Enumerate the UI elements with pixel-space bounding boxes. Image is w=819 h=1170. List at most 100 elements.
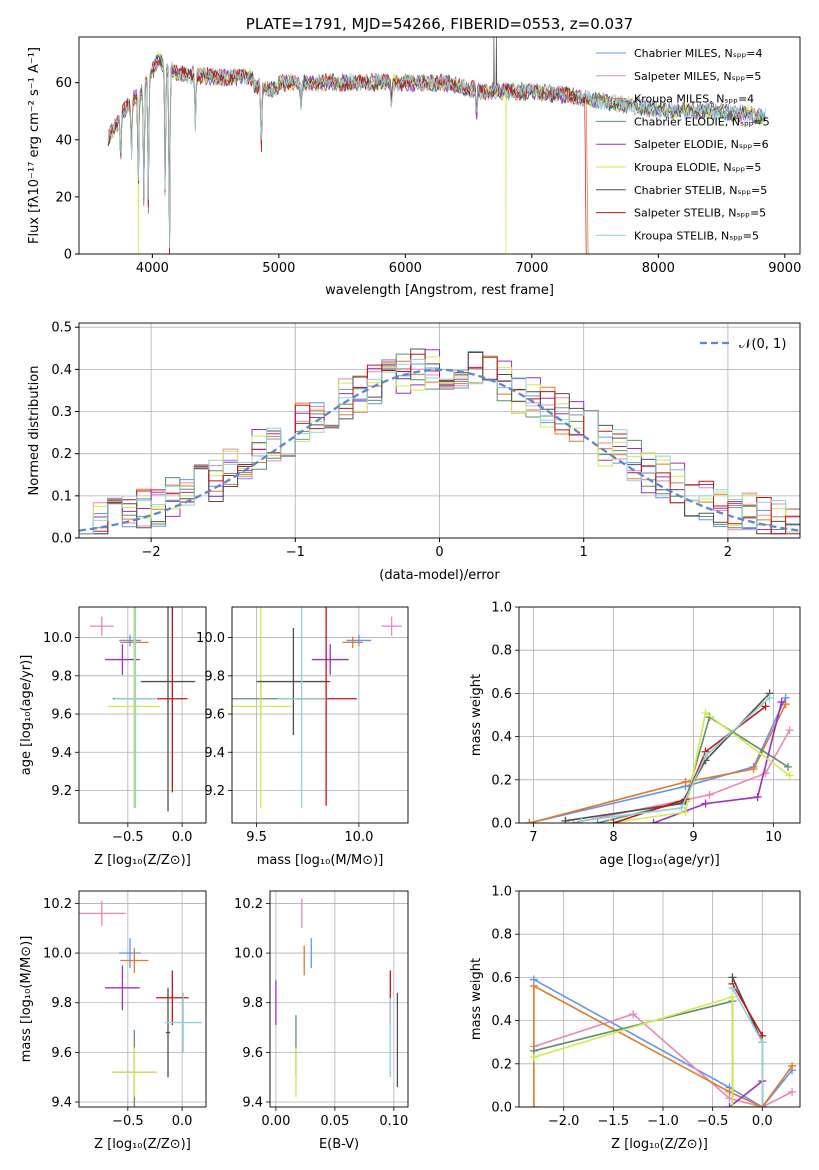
y-tick-label: 0.8 [491,928,512,943]
y-tick-label: 40 [55,133,72,148]
weight-line-9 [581,697,771,822]
weight-marker-3 [781,700,790,709]
y-tick-label: 0.6 [491,971,512,986]
mass-age-points [232,607,402,808]
x-tick-label: 0.0 [172,830,193,845]
weight-marker-4 [783,762,792,771]
weight-marker-3 [525,819,534,823]
residual-ylabel: Normed distribution [27,366,42,496]
weight-line-8 [731,983,764,1107]
y-tick-label: 0.4 [491,730,512,745]
x-tick-label: 9000 [768,261,801,276]
y-tick-label: 10.2 [234,897,263,912]
x-tick-label: −2 [142,545,161,560]
x-tick-label: 5000 [262,261,295,276]
spectrum-ylabel: Flux [fλ10⁻¹⁷ erg cm⁻² s⁻¹ A⁻¹] [27,47,42,244]
legend-label: Chabrier ELODIE, Nₛₚₚ=5 [634,115,770,128]
y-tick-label: 9.6 [51,1046,72,1061]
y-tick-label: 9.6 [51,708,72,723]
x-tick-label: 9 [689,830,697,845]
weight-marker-3 [788,1061,797,1070]
legend-label: Kroupa ELODIE, Nₛₚₚ=5 [634,161,761,174]
z-weight-panel: −2.0 −1.5 −1.0 −0.5 0.0 0.0 0.2 0.4 0.6 0.8 1.0 Z [… [469,885,801,1152]
axes-frame [78,322,801,539]
y-tick-label: 9.8 [51,996,72,1011]
y-tick-label: 0.0 [491,817,512,832]
y-tick-label: 9.6 [204,708,225,723]
weight-line-6 [609,711,791,823]
residual-panel: −2 −1 0 1 2 0.0 0.1 0.2 0.3 0.4 0.5 (data-model)/er… [27,321,801,583]
y-tick-label: 0.6 [491,687,512,702]
y-tick-label: 1.0 [491,601,512,616]
x-tick-label: 1 [580,545,588,560]
x-tick-label: −0.5 [112,1114,144,1129]
ebv-mass-xlabel: E(B-V) [319,1137,359,1152]
x-tick-label: −1.5 [598,1114,630,1129]
axes-frame [78,606,207,824]
z-age-ylabel: age [log₁₀(age/yr)] [19,655,34,776]
weight-marker-9 [577,816,586,823]
legend-label: Salpeter MILES, Nₛₚₚ=5 [634,70,761,83]
legend-label: Chabrier MILES, Nₛₚₚ=4 [634,47,763,60]
y-tick-label: 0 [64,248,72,263]
weight-marker-8 [761,702,770,711]
weight-marker-6 [605,819,614,823]
y-tick-label: 0.1 [51,489,72,504]
spectrum-lines [107,37,766,254]
x-tick-label: 10 [765,830,782,845]
x-tick-label: −0.5 [697,1114,729,1129]
weight-line-9 [731,987,764,1107]
y-tick-label: 9.2 [51,784,72,799]
x-tick-label: 10.0 [344,830,373,845]
weight-marker-9 [758,1038,767,1047]
legend-label: Kroupa STELIB, Nₛₚₚ=5 [634,229,759,242]
z-weight-ylabel: mass weight [469,958,484,1040]
x-tick-label: 0.0 [172,1114,193,1129]
mass-age-panel: 9.5 10.0 9.2 9.4 9.6 9.8 10.0 mass [log₁₀(M/M⊙)… [196,606,409,868]
age-weight-ylabel: mass weight [469,674,484,756]
spectrum-series-8 [107,59,587,254]
x-tick-label: −2.0 [548,1114,580,1129]
weight-marker-9 [758,1103,767,1107]
axes-frame [518,606,801,824]
x-tick-label: −0.5 [112,830,144,845]
x-tick-label: 6000 [389,261,422,276]
y-tick-label: 9.8 [51,669,72,684]
weight-marker-6 [728,992,737,1001]
spectrum-xlabel: wavelength [Angstrom, rest frame] [325,283,554,298]
spectrum-series-7 [107,37,766,254]
age-weight-panel: 7 8 9 10 0.0 0.2 0.4 0.6 0.8 1.0 age [log₁₀(age/yr… [469,601,801,868]
x-tick-label: 7 [529,830,537,845]
z-mass-ylabel: mass [log₁₀(M/M⊙)] [19,936,34,1063]
y-tick-label: 0.0 [491,1101,512,1116]
legend-label: Chabrier STELIB, Nₛₚₚ=5 [634,184,767,197]
weight-marker-6 [728,1103,737,1107]
mass-age-xlabel: mass [log₁₀(M/M⊙)] [257,853,384,868]
y-tick-label: 9.8 [204,669,225,684]
y-tick-label: 10.2 [43,897,72,912]
z-weight-lines [529,973,797,1107]
weight-marker-5 [753,793,762,802]
x-tick-label: 4000 [136,261,169,276]
z-weight-xlabel: Z [log₁₀(Z/Z⊙)] [611,1137,708,1152]
weight-marker-6 [701,708,710,717]
weight-marker-5 [649,819,658,823]
y-tick-label: 1.0 [491,885,512,900]
y-tick-label: 10.0 [43,631,72,646]
x-tick-label: 0.0 [752,1114,773,1129]
weight-marker-3 [749,765,758,773]
weight-marker-2 [705,790,714,799]
x-tick-label: 2 [724,545,732,560]
weight-line-6 [533,995,763,1107]
x-tick-label: 0 [435,545,443,560]
normal-reference-curve [79,368,800,532]
x-tick-label: 8 [609,830,617,845]
y-tick-label: 10.0 [234,947,263,962]
y-tick-label: 9.4 [242,1096,263,1111]
axes-frame [518,890,801,1108]
weight-marker-9 [765,693,774,702]
y-tick-label: 0.2 [491,1057,512,1072]
weight-marker-3 [529,982,538,991]
y-tick-label: 0.3 [51,405,72,420]
